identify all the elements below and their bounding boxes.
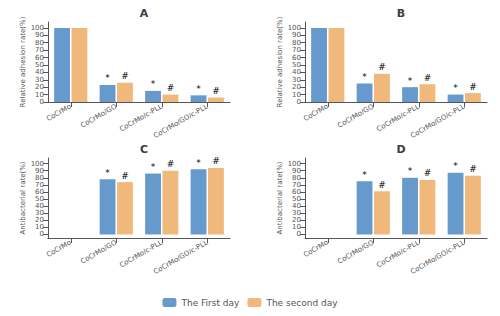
svg-text:CoCrMo/c-PLL: CoCrMo/c-PLL	[375, 238, 421, 269]
svg-text:40: 40	[35, 202, 44, 210]
svg-text:*: *	[362, 170, 367, 180]
svg-text:100: 100	[31, 24, 44, 32]
svg-text:90: 90	[292, 167, 301, 175]
svg-text:#: #	[121, 71, 129, 81]
svg-text:#: #	[121, 171, 129, 181]
svg-text:Relative adhesion rate(%): Relative adhesion rate(%)	[19, 16, 27, 107]
svg-text:20: 20	[35, 83, 44, 91]
svg-text:CoCrMo: CoCrMo	[302, 239, 330, 260]
svg-text:#: #	[378, 180, 386, 190]
svg-text:CoCrMo/GO/c-PLL: CoCrMo/GO/c-PLL	[409, 102, 466, 140]
svg-text:*: *	[151, 162, 156, 172]
svg-text:The First day: The First day	[180, 298, 240, 308]
svg-text:*: *	[196, 158, 201, 168]
svg-text:20: 20	[292, 83, 301, 91]
svg-text:D: D	[396, 143, 405, 156]
svg-text:70: 70	[292, 181, 301, 189]
svg-text:CoCrMo/GO: CoCrMo/GO	[79, 102, 118, 129]
svg-text:70: 70	[292, 46, 301, 54]
svg-text:CoCrMo/c-PLL: CoCrMo/c-PLL	[375, 102, 421, 133]
svg-text:#: #	[167, 159, 175, 169]
svg-text:30: 30	[35, 209, 44, 217]
svg-text:10: 10	[292, 223, 301, 231]
svg-text:#: #	[167, 83, 175, 93]
svg-text:100: 100	[288, 24, 301, 32]
svg-text:#: #	[378, 62, 386, 72]
svg-text:0: 0	[297, 230, 301, 238]
svg-text:50: 50	[35, 195, 44, 203]
svg-text:Relative adhesion rate(%): Relative adhesion rate(%)	[276, 16, 284, 107]
svg-text:60: 60	[292, 54, 301, 62]
svg-text:CoCrMo: CoCrMo	[302, 103, 330, 124]
svg-text:CoCrMo: CoCrMo	[45, 103, 73, 124]
svg-text:#: #	[469, 82, 477, 92]
svg-text:0: 0	[40, 230, 44, 238]
svg-text:70: 70	[35, 181, 44, 189]
svg-text:CoCrMo: CoCrMo	[45, 239, 73, 260]
svg-text:50: 50	[35, 61, 44, 69]
svg-text:80: 80	[35, 39, 44, 47]
svg-text:70: 70	[35, 46, 44, 54]
svg-text:20: 20	[292, 216, 301, 224]
svg-text:CoCrMo/GO: CoCrMo/GO	[336, 238, 375, 265]
svg-text:50: 50	[292, 195, 301, 203]
svg-text:*: *	[105, 73, 110, 83]
svg-text:CoCrMo/GO: CoCrMo/GO	[79, 238, 118, 265]
svg-text:Antibacterial rate(%): Antibacterial rate(%)	[276, 161, 284, 234]
svg-text:80: 80	[292, 39, 301, 47]
svg-text:#: #	[469, 164, 477, 174]
svg-text:CoCrMo/c-PLL: CoCrMo/c-PLL	[118, 102, 164, 133]
svg-text:CoCrMo/c-PLL: CoCrMo/c-PLL	[118, 238, 164, 269]
svg-text:40: 40	[35, 68, 44, 76]
svg-text:30: 30	[35, 76, 44, 84]
svg-text:Antibacterial rate(%): Antibacterial rate(%)	[19, 161, 27, 234]
svg-text:80: 80	[35, 174, 44, 182]
svg-text:0: 0	[297, 98, 301, 106]
svg-text:The second day: The second day	[265, 298, 338, 308]
svg-text:*: *	[408, 166, 413, 176]
svg-text:90: 90	[35, 31, 44, 39]
svg-text:50: 50	[292, 61, 301, 69]
svg-text:#: #	[212, 156, 220, 166]
svg-text:10: 10	[35, 91, 44, 99]
svg-text:90: 90	[292, 31, 301, 39]
svg-text:*: *	[196, 84, 201, 94]
svg-text:CoCrMo/GO/c-PLL: CoCrMo/GO/c-PLL	[409, 238, 466, 276]
svg-text:30: 30	[292, 209, 301, 217]
svg-text:60: 60	[35, 54, 44, 62]
svg-text:40: 40	[292, 68, 301, 76]
svg-text:B: B	[397, 7, 405, 20]
svg-text:#: #	[424, 73, 432, 83]
svg-text:#: #	[424, 168, 432, 178]
svg-text:10: 10	[35, 223, 44, 231]
svg-text:*: *	[362, 72, 367, 82]
svg-text:0: 0	[40, 98, 44, 106]
svg-text:CoCrMo/GO: CoCrMo/GO	[336, 102, 375, 129]
svg-text:100: 100	[288, 160, 301, 168]
svg-text:90: 90	[35, 167, 44, 175]
svg-text:A: A	[140, 7, 149, 20]
svg-text:60: 60	[35, 188, 44, 196]
svg-text:30: 30	[292, 76, 301, 84]
svg-text:#: #	[212, 86, 220, 96]
svg-text:40: 40	[292, 202, 301, 210]
svg-text:CoCrMo/GO/c-PLL: CoCrMo/GO/c-PLL	[152, 238, 209, 276]
svg-text:*: *	[151, 79, 156, 89]
svg-text:20: 20	[35, 216, 44, 224]
svg-text:10: 10	[292, 91, 301, 99]
svg-text:CoCrMo/GO/c-PLL: CoCrMo/GO/c-PLL	[152, 102, 209, 140]
svg-text:80: 80	[292, 174, 301, 182]
svg-text:C: C	[140, 143, 148, 156]
svg-text:*: *	[105, 168, 110, 178]
svg-text:*: *	[453, 161, 458, 171]
svg-text:*: *	[408, 76, 413, 86]
svg-text:60: 60	[292, 188, 301, 196]
svg-text:*: *	[453, 83, 458, 93]
svg-text:100: 100	[31, 160, 44, 168]
